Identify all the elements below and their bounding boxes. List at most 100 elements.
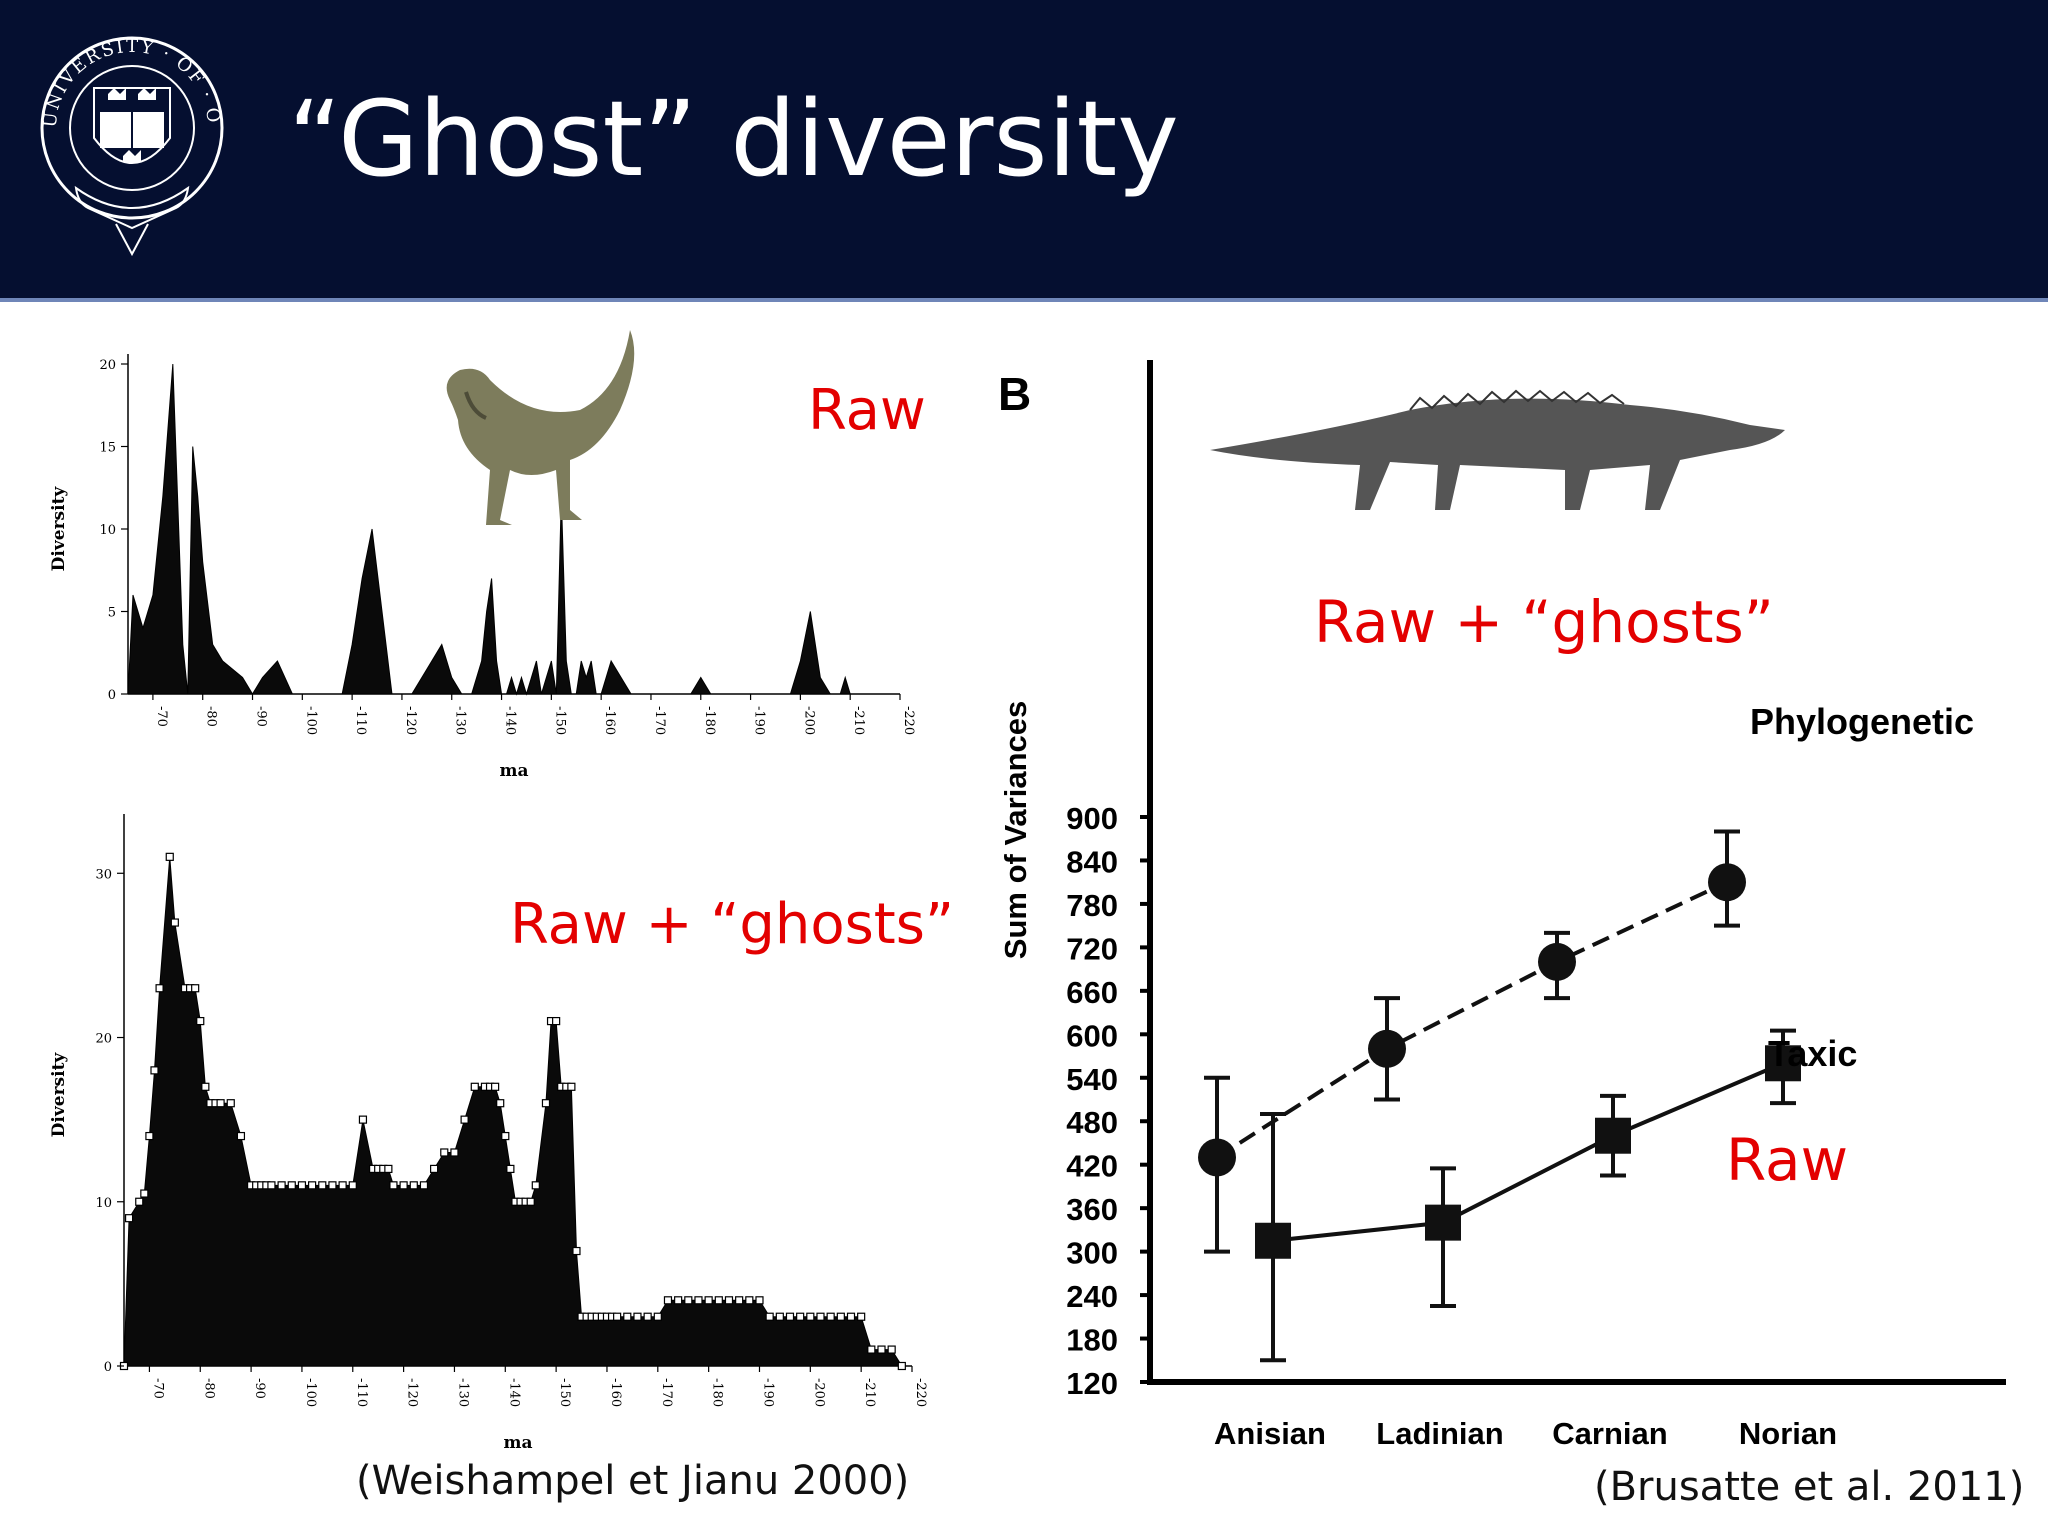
y-tick-label: 20 [99,358,116,373]
data-point [846,1312,856,1321]
y-tick-label: 420 [1066,1149,1118,1184]
data-point [501,1131,510,1141]
data-point [338,1181,347,1190]
x-tick-label: -160 [608,1378,623,1407]
data-point [816,1312,825,1321]
y-tick-label: 10 [95,1196,112,1211]
data-point [165,852,174,861]
oxford-crest-logo: UNIVERSITY · OF · OXFORD [36,28,224,257]
data-point [572,1246,581,1256]
x-axis-title: ma [499,761,528,781]
y-tick-label: 840 [1066,844,1118,879]
phylogenetic-line [1215,880,1728,1160]
phylogenetic-point [1708,863,1746,902]
data-point [399,1181,408,1190]
slide-header: UNIVERSITY · OF · OXFORD “Ghost” diversi… [0,0,2048,302]
data-point [287,1181,296,1190]
data-point [836,1312,845,1321]
data-point [389,1181,398,1190]
y-tick-label: 5 [108,606,116,621]
x-tick-label: -170 [659,1378,674,1407]
data-point [124,1214,134,1223]
x-tick-label: -130 [455,1378,470,1407]
taxic-point [1255,1222,1291,1259]
data-point [745,1296,754,1305]
data-point [694,1296,703,1305]
data-point [216,1099,225,1108]
x-tick-label: -220 [913,1378,928,1407]
y-axis-title: Sum of Variances [998,701,1033,959]
y-tick-label: 180 [1066,1323,1118,1358]
y-tick-label: 900 [1066,801,1118,836]
y-tick-label: 30 [95,867,112,882]
data-point [887,1345,896,1354]
data-point [277,1181,286,1190]
x-tick-label: Anisian [1214,1416,1326,1451]
data-point [735,1296,744,1305]
phylogenetic-point [1368,1029,1406,1068]
x-tick-label: -160 [602,706,617,735]
data-point [267,1181,276,1190]
taxic-line [1272,1061,1784,1243]
x-tick-label: -110 [353,706,368,735]
series-label-taxic: Taxic [1768,1033,1857,1074]
data-point [897,1361,906,1371]
data-point [440,1148,449,1157]
x-tick-label: -180 [702,706,717,735]
x-tick-label: -130 [453,706,468,735]
data-point [506,1164,515,1174]
y-axis-title: Diversity [49,1052,69,1138]
data-point [867,1345,876,1354]
y-tick-label: 0 [108,688,116,703]
data-point [170,918,179,927]
data-point [348,1181,357,1190]
phylogenetic-point [1538,942,1576,981]
raw-label-top: Raw [808,378,926,443]
x-tick-label: -210 [862,1378,877,1407]
data-point [663,1296,673,1305]
data-point [201,1082,210,1091]
data-point [526,1197,535,1206]
y-tick-label: 720 [1066,931,1118,966]
y-tick-label: 120 [1066,1366,1118,1401]
data-point [496,1099,505,1108]
data-point [328,1181,337,1190]
data-point [470,1082,479,1091]
data-point [826,1312,835,1321]
panel-label: B [998,368,1031,420]
x-tick-label: -90 [254,706,269,727]
x-tick-label: -110 [354,1378,369,1407]
phylogenetic-point [1198,1138,1236,1177]
data-point [877,1345,886,1354]
slide-title: “Ghost” diversity [288,78,1179,200]
data-point [460,1115,469,1124]
y-tick-label: 240 [1066,1279,1118,1314]
x-tick-label: -140 [503,706,518,735]
data-point [623,1312,632,1321]
x-tick-label: -90 [252,1378,267,1399]
data-point [135,1197,144,1206]
y-tick-label: 360 [1066,1192,1118,1227]
data-point [613,1312,622,1321]
data-point [145,1131,154,1141]
citation-left: (Weishampel et Jianu 2000) [356,1458,910,1504]
taxic-point [1595,1117,1631,1154]
x-tick-label: -120 [403,706,418,735]
data-point [419,1181,429,1190]
data-point [450,1148,459,1157]
y-tick-label: 20 [95,1032,112,1047]
data-point [140,1189,149,1198]
x-tick-label: -210 [851,706,866,735]
data-point [785,1312,795,1321]
ghosts-label-right: Raw + “ghosts” [1314,588,1774,656]
data-point [297,1181,307,1190]
y-tick-label: 10 [99,523,116,538]
x-tick-label: -70 [154,706,169,727]
data-point [755,1296,764,1305]
x-tick-label: -100 [303,706,318,735]
y-tick-label: 0 [104,1360,112,1375]
x-tick-label: -150 [557,1378,572,1407]
data-point [857,1312,866,1321]
diversity-area [127,363,900,696]
data-point [684,1296,693,1305]
